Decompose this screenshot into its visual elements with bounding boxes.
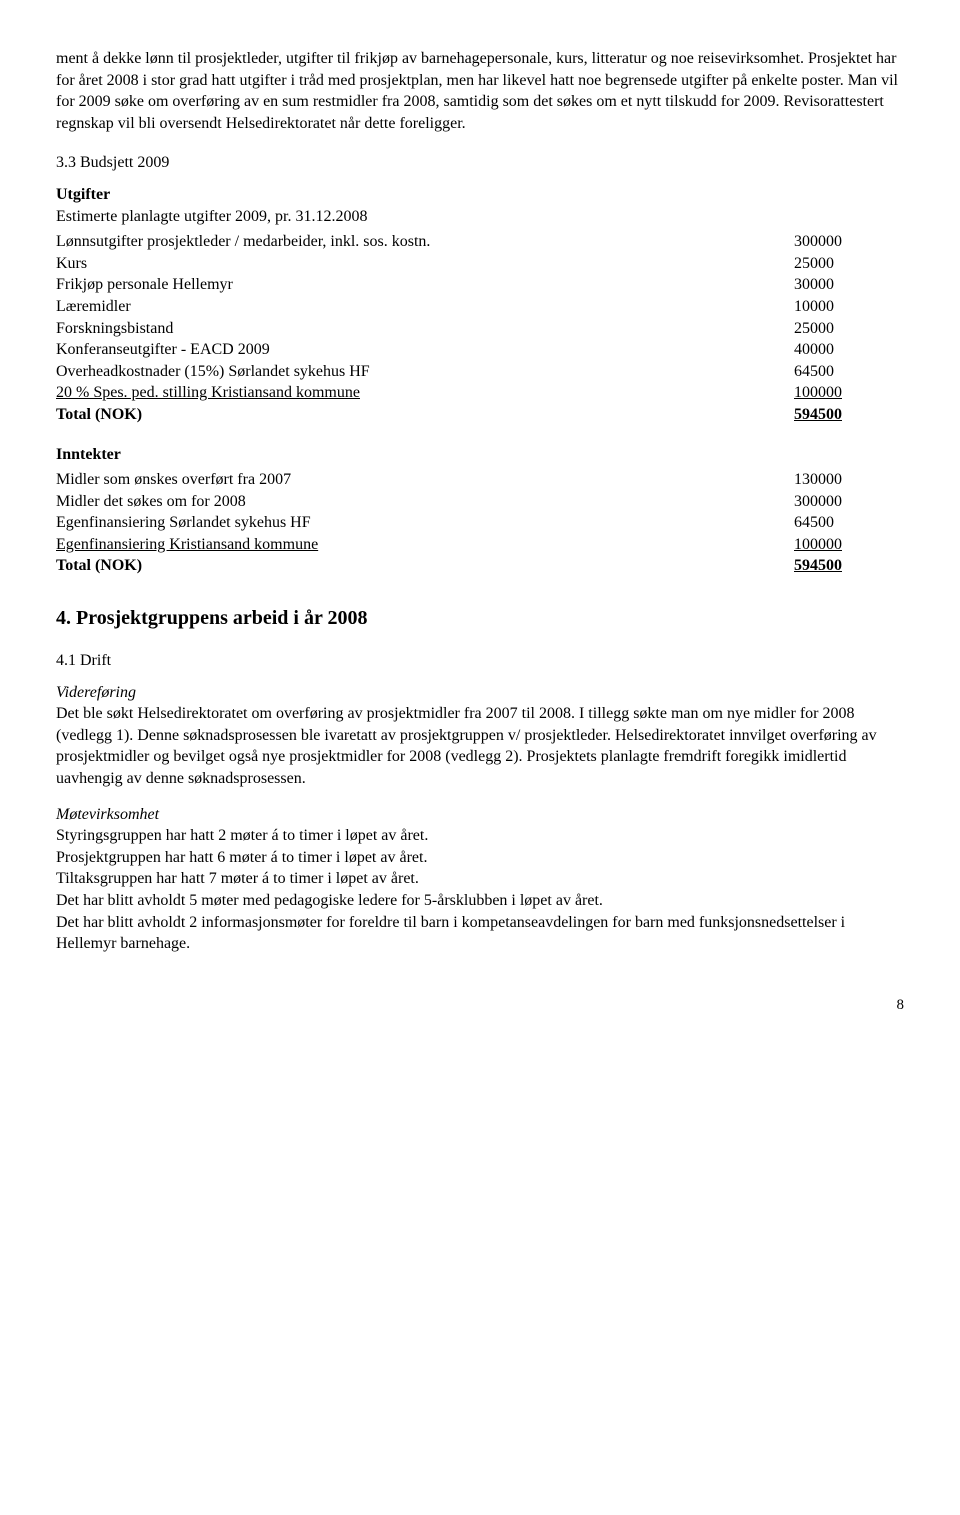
row-value: 64500 (794, 512, 904, 534)
motevirksomhet-label: Møtevirksomhet (56, 804, 904, 826)
table-row: Midler det søkes om for 2008300000 (56, 491, 904, 513)
row-value: 40000 (794, 339, 904, 361)
inntekter-table: Midler som ønskes overført fra 200713000… (56, 469, 904, 577)
intro-paragraph: ment å dekke lønn til prosjektleder, utg… (56, 48, 904, 134)
total-row: Total (NOK)594500 (56, 555, 904, 577)
table-row: Lønnsutgifter prosjektleder / medarbeide… (56, 231, 904, 253)
row-label: Egenfinansiering Sørlandet sykehus HF (56, 512, 794, 534)
total-label: Total (NOK) (56, 404, 794, 426)
row-value: 300000 (794, 231, 904, 253)
row-label: Kurs (56, 253, 794, 275)
row-label: Lønnsutgifter prosjektleder / medarbeide… (56, 231, 794, 253)
mote-line: Styringsgruppen har hatt 2 møter á to ti… (56, 825, 904, 847)
table-row: Kurs25000 (56, 253, 904, 275)
row-value: 25000 (794, 253, 904, 275)
row-value: 10000 (794, 296, 904, 318)
total-value: 594500 (794, 555, 904, 577)
utgifter-subheading: Estimerte planlagte utgifter 2009, pr. 3… (56, 206, 904, 228)
section-4-heading: 4. Prosjektgruppens arbeid i år 2008 (56, 605, 904, 632)
row-value: 300000 (794, 491, 904, 513)
table-row: Midler som ønskes overført fra 200713000… (56, 469, 904, 491)
mote-line: Prosjektgruppen har hatt 6 møter á to ti… (56, 847, 904, 869)
table-row: Egenfinansiering Kristiansand kommune100… (56, 534, 904, 556)
table-row: Konferanseutgifter - EACD 200940000 (56, 339, 904, 361)
total-value: 594500 (794, 404, 904, 426)
inntekter-heading: Inntekter (56, 444, 904, 466)
motevirksomhet-lines: Styringsgruppen har hatt 2 møter á to ti… (56, 825, 904, 955)
viderefoering-text: Det ble søkt Helsedirektoratet om overfø… (56, 703, 904, 789)
utgifter-heading: Utgifter (56, 184, 904, 206)
section-4-1-heading: 4.1 Drift (56, 650, 904, 672)
row-label: Egenfinansiering Kristiansand kommune (56, 534, 794, 556)
row-label: Frikjøp personale Hellemyr (56, 274, 794, 296)
table-row: Overheadkostnader (15%) Sørlandet sykehu… (56, 361, 904, 383)
row-value: 64500 (794, 361, 904, 383)
table-row: Frikjøp personale Hellemyr30000 (56, 274, 904, 296)
mote-line: Det har blitt avholdt 2 informasjonsmøte… (56, 912, 904, 955)
row-value: 100000 (794, 534, 904, 556)
utgifter-table: Lønnsutgifter prosjektleder / medarbeide… (56, 231, 904, 425)
row-label: Midler som ønskes overført fra 2007 (56, 469, 794, 491)
row-label: Konferanseutgifter - EACD 2009 (56, 339, 794, 361)
total-row: Total (NOK)594500 (56, 404, 904, 426)
viderefoering-label: Videreføring (56, 682, 904, 704)
row-label: Overheadkostnader (15%) Sørlandet sykehu… (56, 361, 794, 383)
mote-line: Det har blitt avholdt 5 møter med pedago… (56, 890, 904, 912)
mote-line: Tiltaksgruppen har hatt 7 møter á to tim… (56, 868, 904, 890)
row-value: 130000 (794, 469, 904, 491)
row-value: 100000 (794, 382, 904, 404)
table-row: Læremidler10000 (56, 296, 904, 318)
budget-heading: 3.3 Budsjett 2009 (56, 152, 904, 174)
page-number: 8 (56, 995, 904, 1015)
table-row: 20 % Spes. ped. stilling Kristiansand ko… (56, 382, 904, 404)
row-value: 25000 (794, 318, 904, 340)
row-label: 20 % Spes. ped. stilling Kristiansand ko… (56, 382, 794, 404)
row-label: Midler det søkes om for 2008 (56, 491, 794, 513)
row-label: Læremidler (56, 296, 794, 318)
row-label: Forskningsbistand (56, 318, 794, 340)
table-row: Egenfinansiering Sørlandet sykehus HF645… (56, 512, 904, 534)
total-label: Total (NOK) (56, 555, 794, 577)
table-row: Forskningsbistand25000 (56, 318, 904, 340)
row-value: 30000 (794, 274, 904, 296)
